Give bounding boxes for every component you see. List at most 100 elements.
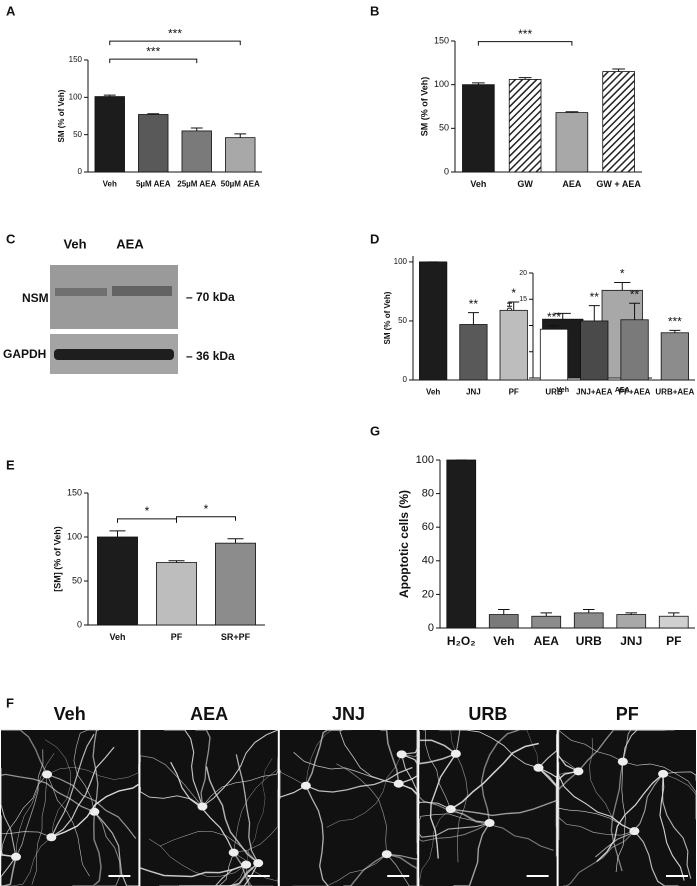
y-axis-label: SM (% of Veh) [419, 77, 429, 137]
x-tick-label: Veh [109, 632, 125, 642]
panel-letter: G [370, 423, 380, 438]
significance-bracket [109, 40, 241, 46]
cell-body [533, 763, 544, 772]
western-blot: C Veh AEA NSM GAPDH – 70 kDa – 36 kDa [3, 231, 235, 374]
y-axis-label: [SM] (% of Veh) [52, 526, 62, 592]
error-bar [147, 113, 160, 115]
y-tick-label: 50 [73, 130, 82, 139]
neurite [93, 811, 139, 886]
x-tick-label: Veh [493, 634, 514, 648]
neurite [418, 793, 490, 824]
significance-bracket [109, 58, 198, 64]
y-tick-label: 150 [69, 55, 83, 64]
neurite [305, 729, 343, 787]
y-tick-label: 50 [72, 575, 82, 585]
cell-body [450, 749, 461, 758]
neurite [31, 774, 48, 885]
neurite [596, 773, 664, 862]
neurite [439, 729, 539, 769]
x-tick-label: GW [517, 179, 533, 189]
micrograph-label: Veh [54, 704, 86, 724]
error-bar [540, 612, 553, 617]
bar [138, 114, 169, 173]
neurite [595, 773, 664, 858]
neurite [558, 729, 623, 762]
x-tick-label: 5µM AEA [136, 180, 171, 189]
neurite [386, 853, 418, 886]
neurite [189, 864, 247, 886]
micrograph-label: URB [468, 704, 507, 724]
neurite [305, 729, 352, 786]
cell-body [573, 767, 584, 776]
neurite [305, 766, 413, 793]
significance-label: * [620, 267, 625, 281]
x-tick-label: AEA [534, 634, 560, 648]
neurite [418, 813, 490, 826]
neurite [386, 853, 418, 886]
y-tick-label: 0 [77, 619, 82, 629]
x-tick-label: Veh [103, 180, 117, 189]
y-tick-label: 20 [422, 588, 434, 600]
error-bar [472, 82, 485, 85]
neurite [418, 800, 452, 810]
neurite [450, 808, 554, 851]
neurite [503, 729, 539, 768]
micrograph [418, 729, 558, 886]
neurite [15, 749, 44, 857]
blot-band [55, 288, 107, 296]
neurite [179, 862, 259, 886]
neurite [233, 852, 253, 886]
y-tick-label: 100 [434, 79, 449, 89]
neurite [46, 774, 90, 877]
neurite [245, 864, 274, 886]
neurite [418, 748, 457, 765]
y-tick-label: 150 [434, 35, 449, 45]
significance-label: * [511, 286, 516, 300]
neurite [139, 787, 203, 807]
significance-label: * [204, 502, 209, 516]
y-tick-label: 0 [428, 622, 434, 634]
y-tick-label: 20 [519, 270, 527, 277]
error-bar [565, 111, 579, 113]
x-tick-label: URB [576, 634, 602, 648]
y-tick-label: 80 [422, 488, 434, 500]
significance-label: ** [590, 290, 600, 304]
micrograph [0, 729, 139, 886]
neurite [0, 768, 17, 857]
neurite [292, 853, 387, 886]
y-tick-label: 50 [439, 123, 449, 133]
panel-letter: F [6, 695, 14, 710]
bar [580, 320, 609, 381]
x-tick-label: Veh [470, 179, 486, 189]
neurite [418, 731, 457, 755]
lane-label: Veh [63, 236, 86, 251]
y-tick-label: 100 [69, 92, 83, 101]
neurite [563, 830, 635, 886]
neurite [45, 739, 71, 838]
panel-letter: C [6, 231, 16, 246]
neurite [401, 744, 418, 755]
bar [419, 261, 448, 381]
neurite [139, 755, 203, 807]
cell-body [381, 850, 392, 859]
micrograph [279, 729, 418, 886]
y-tick-label: 0 [444, 166, 449, 176]
x-tick-label: AEA [562, 179, 582, 189]
significance-label: *** [146, 44, 160, 58]
neurite [326, 754, 402, 828]
x-tick-label: URB+AEA [655, 388, 694, 397]
x-tick-label: GW + AEA [596, 179, 641, 189]
neurite [450, 742, 539, 810]
neurite [0, 827, 52, 838]
neurite [148, 838, 247, 877]
y-tick-label: 60 [422, 521, 434, 533]
cell-body [11, 852, 22, 861]
significance-bracket [117, 518, 177, 523]
panel-letter: B [370, 3, 379, 18]
y-tick-label: 100 [394, 257, 408, 266]
x-tick-label: PF [171, 632, 183, 642]
cell-body [241, 860, 252, 869]
bar [658, 615, 689, 629]
cell-body [617, 757, 628, 766]
